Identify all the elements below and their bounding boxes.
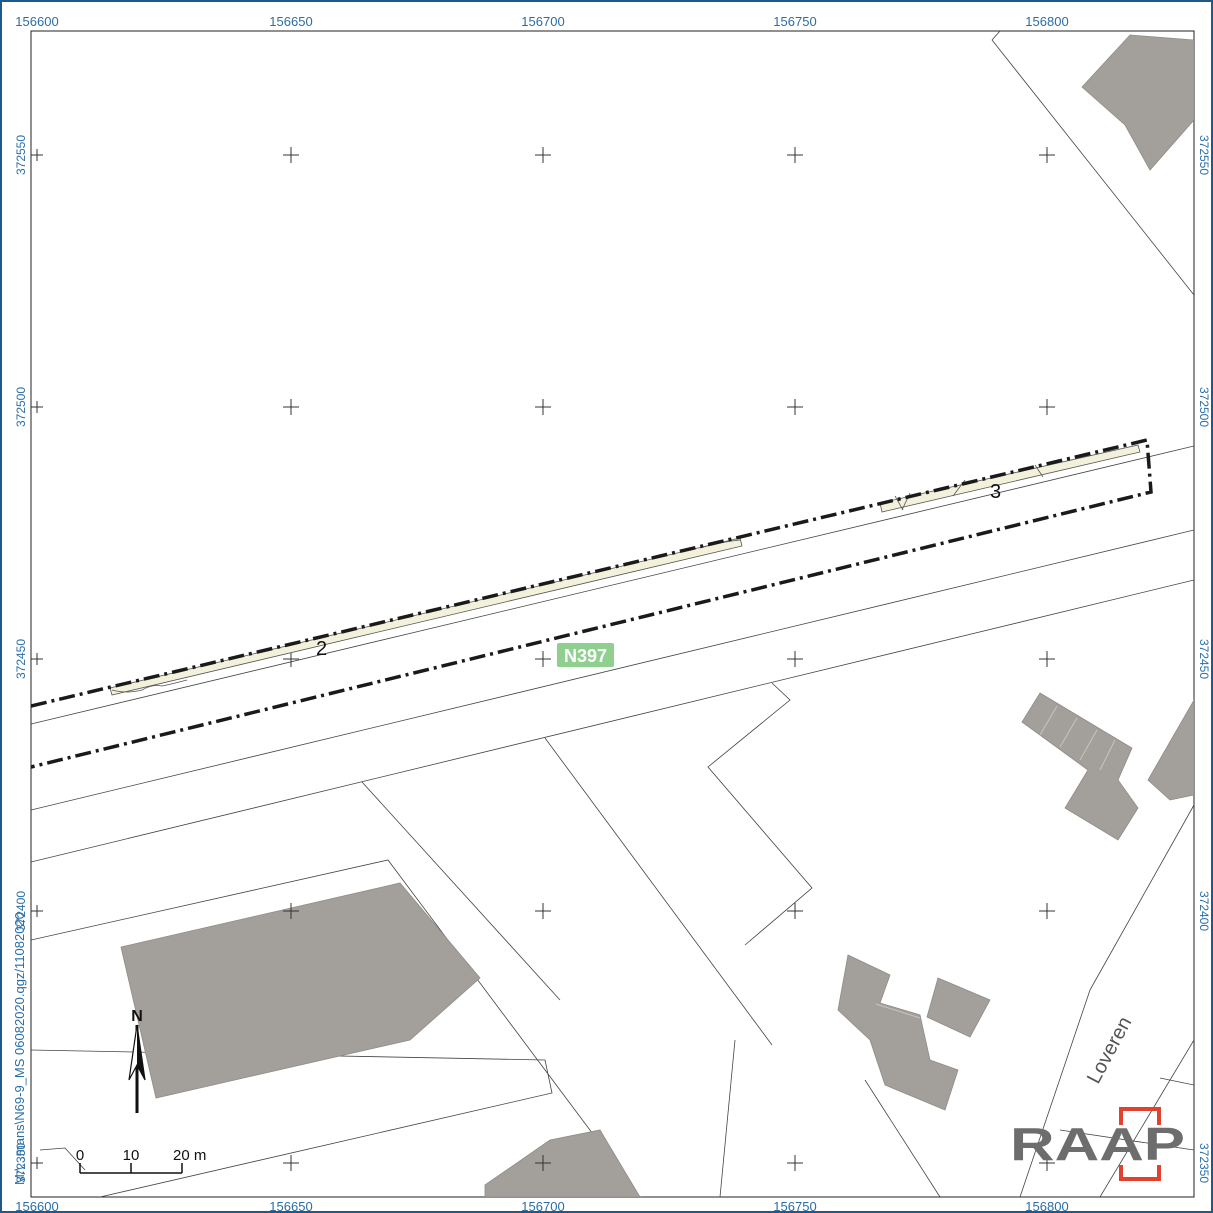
north-arrow: N [128,1008,146,1113]
scale-tick-20: 20 m [173,1147,206,1164]
zone-label-3: 3 [990,481,1001,503]
north-label: N [131,1008,143,1025]
parcel-lines [31,31,1194,1197]
x-label-bottom-156750: 156750 [773,1199,816,1213]
building [837,954,959,1111]
building-dividers [875,705,1116,1019]
raap-logo: RAAP [1010,1107,1185,1181]
building [120,882,481,1099]
y-label-left-372350: 372350 [14,1143,28,1183]
x-label-top-156650: 156650 [269,14,312,29]
file-path-label: M:\...mans\N69-9_MS 06082020.qgz/1108202… [12,912,27,1185]
x-label-bottom-156800: 156800 [1025,1199,1068,1213]
building [484,1129,641,1197]
building [1021,692,1139,841]
logo-text: RAAP [1010,1118,1185,1170]
building [926,977,991,1038]
x-label-top-156600: 156600 [15,14,58,29]
y-label-left-372450: 372450 [14,639,28,679]
grid-crosses [31,147,1055,1171]
zone-3-detail [894,464,1044,511]
x-label-top-156800: 156800 [1025,14,1068,29]
y-label-left-372400: 372400 [14,891,28,931]
plan-boundary [31,437,1153,769]
x-label-bottom-156700: 156700 [521,1199,564,1213]
road-label: N397 [564,646,607,666]
x-label-bottom-156600: 156600 [15,1199,58,1213]
building [1081,34,1194,171]
road-badge: N397 [557,643,614,667]
y-label-right-372450: 372450 [1197,639,1211,679]
buildings [120,34,1194,1197]
x-label-bottom-156650: 156650 [269,1199,312,1213]
y-label-right-372550: 372550 [1197,135,1211,175]
y-label-right-372400: 372400 [1197,891,1211,931]
y-label-left-372500: 372500 [14,387,28,427]
building [1147,699,1194,801]
y-labels-left: 372550 372500 372450 372400 372350 [14,135,28,1183]
scale-tick-10: 10 [123,1147,140,1164]
x-label-top-156700: 156700 [521,14,564,29]
x-labels-top: 156600 156650 156700 156750 156800 [15,14,1068,29]
y-labels-right: 372550 372500 372450 372400 372350 [1197,135,1211,1183]
x-label-top-156750: 156750 [773,14,816,29]
scale-bar [79,1163,183,1174]
y-label-left-372550: 372550 [14,135,28,175]
scale-tick-0: 0 [76,1147,84,1164]
y-label-right-372500: 372500 [1197,387,1211,427]
zone-2-strip [109,537,743,696]
zone-label-2: 2 [316,638,327,660]
x-labels-bottom: 156600 156650 156700 156750 156800 [15,1199,1068,1213]
y-label-right-372350: 372350 [1197,1143,1211,1183]
